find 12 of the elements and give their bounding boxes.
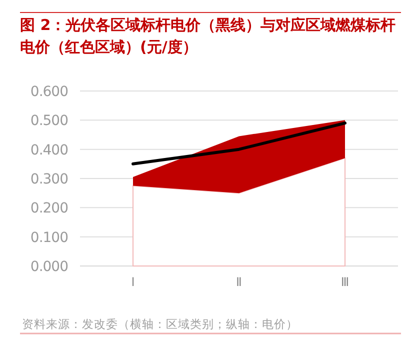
y-tick-label: 0.300 <box>30 172 68 188</box>
x-tick-label: Ⅰ <box>131 275 135 289</box>
chart-title: 图 2：光伏各区域标杆电价（黑线）与对应区域燃煤标杆电价（红色区域）(元/度） <box>20 15 397 58</box>
x-tick-label: Ⅱ <box>236 275 242 289</box>
y-tick-label: 0.600 <box>30 84 68 100</box>
y-tick-label: 0.200 <box>30 200 68 217</box>
y-tick-label: 0.100 <box>30 230 68 246</box>
y-tick-label: 0.400 <box>30 142 68 158</box>
y-tick-label: 0.500 <box>30 113 68 130</box>
text: 资料来源：发改委（横轴：区域类别；纵轴：电价） <box>22 317 298 331</box>
x-tick-label: Ⅲ <box>340 275 350 289</box>
y-tick-label: 0.000 <box>30 259 68 275</box>
